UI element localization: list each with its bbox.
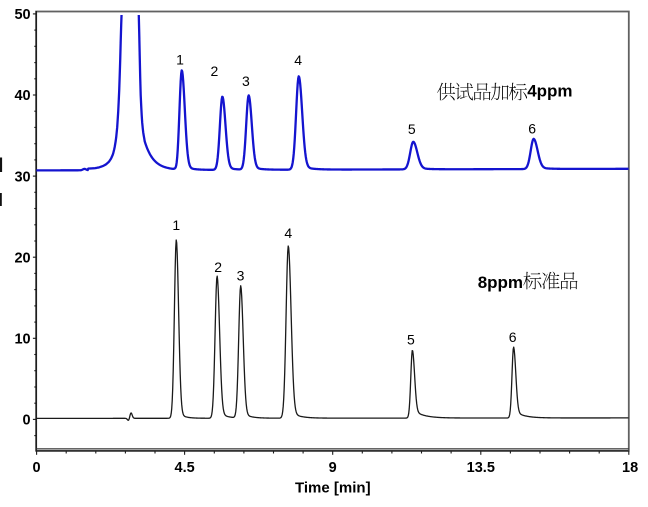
- svg-text:3: 3: [237, 268, 245, 284]
- svg-text:4: 4: [294, 52, 302, 68]
- svg-text:18: 18: [622, 460, 638, 476]
- svg-text:0: 0: [23, 413, 31, 429]
- svg-text:40: 40: [14, 88, 30, 104]
- svg-text:13.5: 13.5: [467, 460, 495, 476]
- svg-text:4ppm: 4ppm: [527, 82, 572, 101]
- svg-text:30: 30: [14, 169, 30, 185]
- svg-text:1: 1: [172, 217, 180, 233]
- svg-text:4.5: 4.5: [175, 460, 195, 476]
- svg-text:2: 2: [211, 63, 219, 79]
- svg-text:10: 10: [14, 332, 30, 348]
- svg-text:2: 2: [214, 259, 222, 275]
- svg-text:8ppm: 8ppm: [478, 273, 523, 292]
- svg-text:9: 9: [329, 460, 337, 476]
- svg-text:5: 5: [407, 332, 415, 348]
- svg-text:20: 20: [14, 250, 30, 266]
- svg-text:6: 6: [528, 120, 536, 136]
- svg-text:5: 5: [408, 121, 416, 137]
- svg-text:3: 3: [242, 73, 250, 89]
- svg-text:1: 1: [176, 51, 184, 67]
- svg-text:Time [min]: Time [min]: [295, 480, 371, 497]
- svg-text:4: 4: [284, 225, 292, 241]
- svg-text:6: 6: [509, 329, 517, 345]
- svg-text:50: 50: [14, 7, 30, 23]
- svg-text:0: 0: [33, 460, 41, 476]
